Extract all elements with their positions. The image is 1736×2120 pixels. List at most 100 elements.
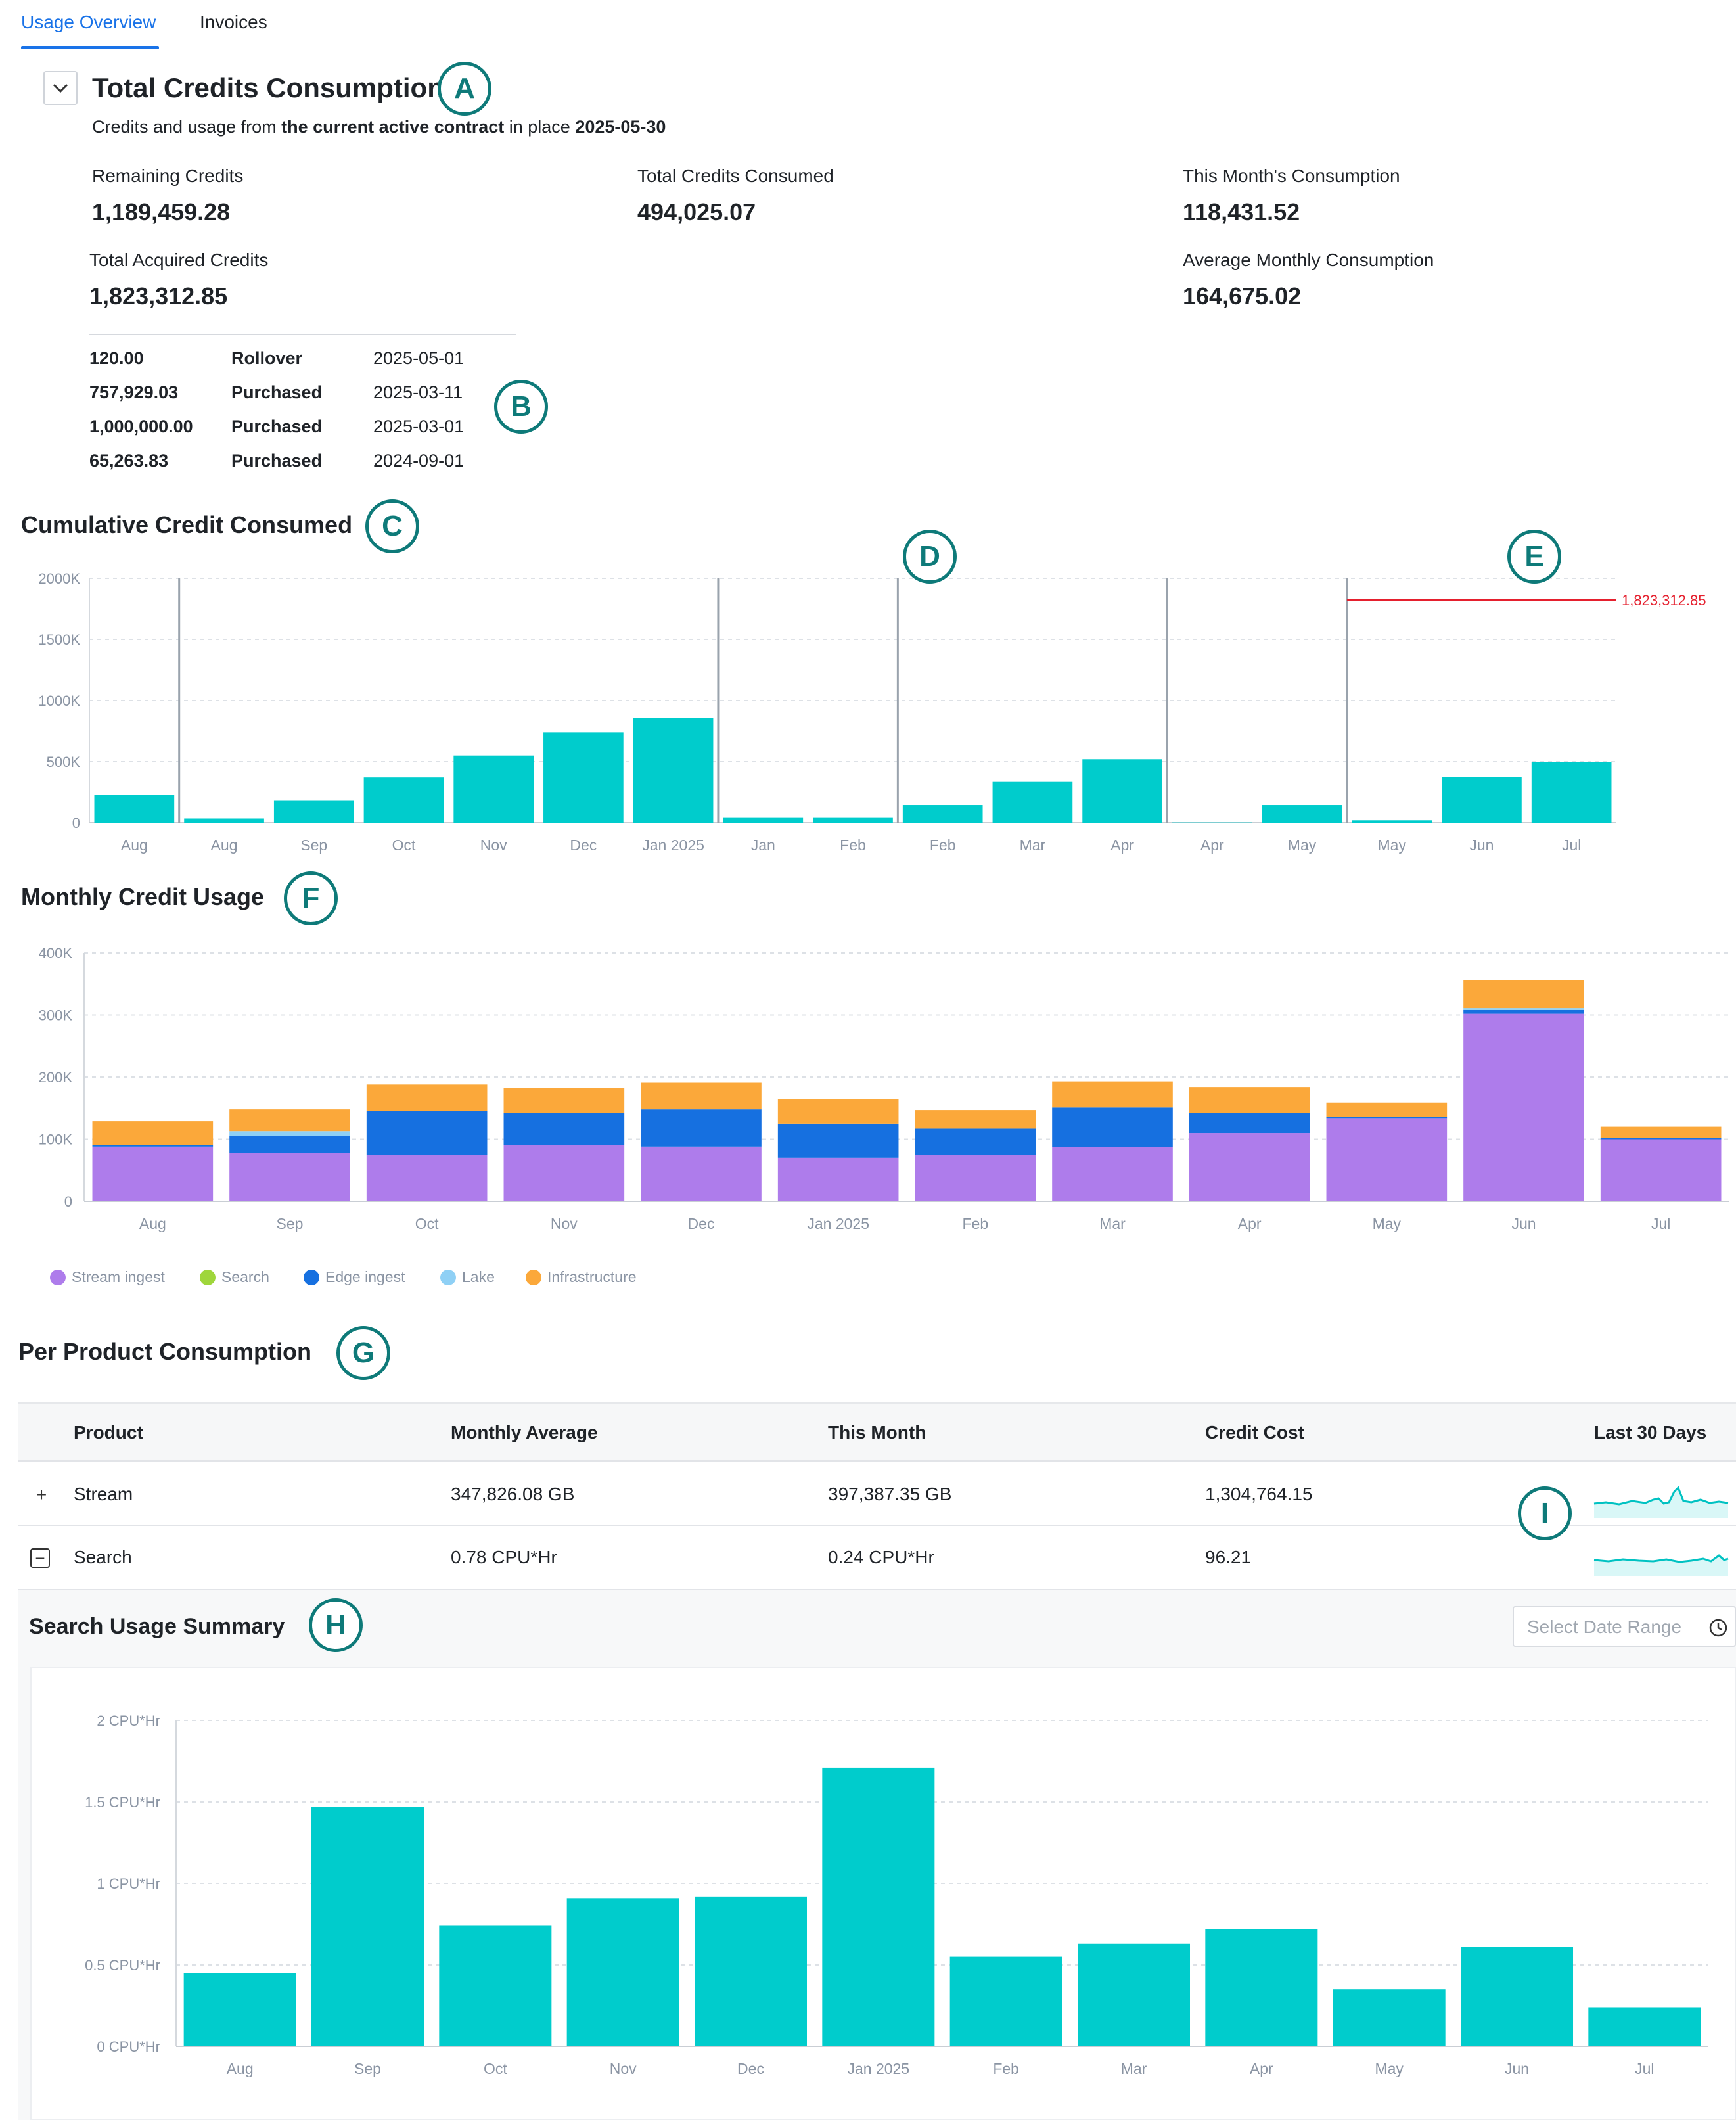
stacked-bar-segment xyxy=(366,1084,488,1111)
x-tick-label: Apr xyxy=(1200,837,1224,854)
y-tick-label: 0 xyxy=(64,1193,72,1210)
chevron-down-icon xyxy=(53,83,68,93)
col-monthly-average[interactable]: Monthly Average xyxy=(451,1422,598,1442)
acquisition-type: Rollover xyxy=(231,348,303,368)
cumulative-bar xyxy=(1262,805,1342,823)
stacked-bar-segment xyxy=(1600,1139,1722,1201)
y-tick-label: 1500K xyxy=(38,632,80,648)
x-tick-label: Dec xyxy=(737,2060,764,2077)
row-divider xyxy=(18,1525,1736,1526)
legend-dot xyxy=(200,1269,216,1285)
y-tick-label: 0.5 CPU*Hr xyxy=(85,1957,160,1973)
search-usage-bar xyxy=(1460,1947,1574,2046)
stacked-bar-segment xyxy=(777,1123,899,1158)
tab-invoices[interactable]: Invoices xyxy=(200,12,267,32)
y-tick-label: 300K xyxy=(39,1007,73,1024)
y-tick-label: 0 CPU*Hr xyxy=(97,2039,160,2055)
stacked-bar-segment xyxy=(915,1110,1036,1129)
search-usage-bar xyxy=(1077,1943,1191,2046)
cumulative-bar xyxy=(1082,759,1162,823)
search-usage-chart: 0 CPU*Hr 0.5 CPU*Hr 1 CPU*Hr 1.5 CPU*Hr 2 CP… xyxy=(85,1713,1708,2077)
x-tick-label: Sep xyxy=(300,837,327,854)
x-tick-label: Feb xyxy=(993,2060,1019,2077)
remaining-credits-value: 1,189,459.28 xyxy=(92,198,231,225)
x-tick-label: Aug xyxy=(227,2060,254,2077)
stacked-bar-segment xyxy=(1326,1118,1448,1201)
cumulative-bar xyxy=(902,805,983,823)
annotation-badge-b: B xyxy=(494,380,548,434)
cumulative-bar xyxy=(813,817,893,823)
legend-stream-ingest[interactable]: Stream ingest xyxy=(50,1268,165,1286)
y-tick-label: 0 xyxy=(72,815,80,831)
this-month-value: 397,387.35 GB xyxy=(828,1484,952,1504)
cumulative-bar xyxy=(1352,820,1432,823)
annotation-badge-c: C xyxy=(365,499,419,553)
legend-search[interactable]: Search xyxy=(200,1268,269,1286)
x-tick-label: May xyxy=(1375,2060,1404,2077)
legend-dot xyxy=(50,1269,66,1285)
cumulative-bar xyxy=(723,817,804,823)
threshold-label: 1,823,312.85 xyxy=(1622,592,1706,609)
tab-usage-overview[interactable]: Usage Overview xyxy=(21,12,156,32)
col-this-month[interactable]: This Month xyxy=(828,1422,926,1442)
per-product-title: Per Product Consumption xyxy=(18,1338,312,1365)
row-divider xyxy=(18,1589,1736,1590)
collapse-section-button[interactable] xyxy=(43,71,78,105)
x-tick-label: Jul xyxy=(1562,837,1581,854)
monthly-average-value: 0.78 CPU*Hr xyxy=(451,1547,557,1567)
stacked-bar-segment xyxy=(92,1121,214,1145)
product-name: Search xyxy=(74,1547,132,1567)
cumulative-bar xyxy=(363,777,444,823)
acquisition-date: 2025-03-11 xyxy=(373,382,463,402)
x-tick-label: Jun xyxy=(1469,837,1494,854)
stacked-bar-segment xyxy=(641,1082,762,1110)
date-range-placeholder: Select Date Range xyxy=(1527,1617,1682,1637)
acquisition-type: Purchased xyxy=(231,417,323,436)
x-tick-label: Feb xyxy=(963,1215,989,1232)
x-tick-label: Nov xyxy=(480,837,507,854)
y-tick-label: 1 CPU*Hr xyxy=(97,1876,160,1892)
search-usage-title: Search Usage Summary xyxy=(29,1614,285,1639)
x-tick-label: Apr xyxy=(1250,2060,1273,2077)
annotation-badge-e: E xyxy=(1507,530,1561,584)
annotation-badge-g: G xyxy=(336,1326,390,1380)
col-credit-cost[interactable]: Credit Cost xyxy=(1205,1422,1304,1442)
x-tick-label: Dec xyxy=(688,1215,715,1232)
stacked-bar-segment xyxy=(92,1146,214,1201)
stacked-bar-segment xyxy=(229,1109,350,1132)
acquisition-date: 2025-05-01 xyxy=(373,348,465,368)
legend-lake[interactable]: Lake xyxy=(440,1268,495,1286)
stacked-bar-segment xyxy=(1326,1117,1448,1119)
legend-edge-ingest[interactable]: Edge ingest xyxy=(304,1268,405,1286)
x-tick-label: May xyxy=(1373,1215,1402,1232)
x-tick-label: Mar xyxy=(1020,837,1046,854)
x-tick-label: Jan xyxy=(751,837,775,854)
expand-row-icon[interactable]: + xyxy=(35,1485,47,1505)
stacked-bar-segment xyxy=(229,1131,350,1136)
stacked-bar-segment xyxy=(777,1157,899,1201)
x-tick-label: Apr xyxy=(1238,1215,1262,1232)
search-usage-bar xyxy=(822,1767,935,2046)
legend-infrastructure[interactable]: Infrastructure xyxy=(526,1268,637,1286)
cumulative-bar xyxy=(543,732,624,823)
cumulative-bar xyxy=(992,781,1073,823)
stacked-bar-segment xyxy=(915,1155,1036,1201)
acquisition-amount: 120.00 xyxy=(89,348,144,368)
acquired-credits-label: Total Acquired Credits xyxy=(89,250,269,270)
annotation-badge-f: F xyxy=(284,871,338,925)
date-range-picker[interactable]: Select Date Range xyxy=(1513,1606,1736,1647)
monthly-chart-title: Monthly Credit Usage xyxy=(21,883,265,910)
search-usage-bar xyxy=(439,1925,552,2046)
legend-dot xyxy=(304,1269,319,1285)
monthly-average-value: 347,826.08 GB xyxy=(451,1484,575,1504)
col-product[interactable]: Product xyxy=(74,1422,143,1442)
search-usage-bar xyxy=(311,1807,424,2046)
stacked-bar-segment xyxy=(503,1113,625,1145)
search-usage-bar xyxy=(949,1956,1062,2046)
remaining-credits-label: Remaining Credits xyxy=(92,166,244,186)
this-month-value: 0.24 CPU*Hr xyxy=(828,1547,934,1567)
stacked-bar-segment xyxy=(1600,1138,1722,1140)
x-tick-label: Jul xyxy=(1651,1215,1670,1232)
collapse-row-icon[interactable]: − xyxy=(30,1548,50,1568)
x-tick-label: Jun xyxy=(1505,2060,1529,2077)
